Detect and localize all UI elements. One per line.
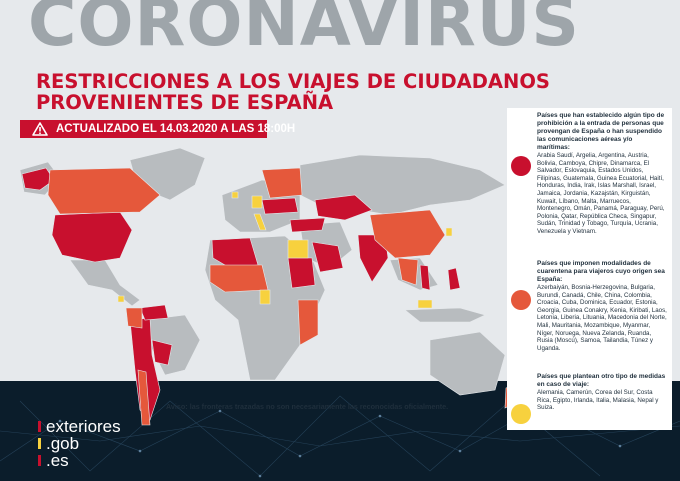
usa — [51, 211, 133, 263]
logo-line-3: .es — [46, 451, 69, 470]
thailand-myanmar — [397, 257, 419, 286]
update-banner: ACTUALIZADO EL 14.03.2020 A LAS 18:00H — [20, 120, 295, 138]
legend-other: Países que plantean otro tipo de medidas… — [537, 373, 667, 412]
warning-icon — [32, 122, 48, 136]
andes-south-america — [129, 317, 161, 421]
world-map — [19, 147, 518, 426]
title-line-1: RESTRICCIONES A LOS VIAJES DE CIUDADANOS — [36, 70, 550, 93]
indonesia-base — [404, 307, 486, 323]
legend-banned: Países que han establecido algún tipo de… — [537, 112, 667, 236]
update-text: ACTUALIZADO EL 14.03.2020 A LAS 18:00H — [56, 123, 296, 135]
map-disclaimer: Aviso: las fronteras trazadas no son nec… — [166, 402, 449, 411]
legend-quarantine-heading: Países que imponen modalidades de cuaren… — [537, 260, 665, 283]
colombia-ecuador — [125, 307, 143, 329]
logo-bar-yellow — [38, 438, 41, 449]
ukraine-poland — [261, 197, 299, 215]
sudan — [287, 257, 316, 289]
logo-bar-red-2 — [38, 455, 41, 466]
legend-dot-banned — [511, 156, 531, 176]
legend-quarantine: Países que imponen modalidades de cuaren… — [537, 260, 667, 352]
saudi-arabia — [311, 241, 344, 273]
logo-bar-red — [38, 421, 41, 432]
chile — [137, 369, 151, 426]
australia — [429, 331, 506, 396]
turkey — [289, 217, 326, 233]
logo-line-1: exteriores — [46, 417, 121, 436]
legend-dot-other — [511, 404, 531, 424]
paraguay-bolivia — [151, 339, 173, 366]
legend-banned-heading: Países que han establecido algún tipo de… — [537, 112, 665, 151]
mozambique-east-africa — [297, 299, 319, 346]
logo-line-2: .gob — [46, 434, 80, 453]
legend-quarantine-countries: Azerbaiyán, Bosnia-Herzegovina, Bulgaria… — [537, 284, 667, 352]
cameroon — [259, 289, 271, 305]
legend-banned-countries: Arabia Saudí, Argelia, Argentina, Austri… — [537, 152, 665, 235]
vietnam — [419, 264, 431, 291]
alaska-us — [21, 167, 55, 191]
kazakhstan — [314, 194, 373, 221]
legend-dot-quarantine — [511, 290, 531, 310]
legend-panel: Países que han establecido algún tipo de… — [507, 108, 672, 430]
ireland — [231, 191, 239, 199]
malaysia — [417, 299, 433, 309]
china — [369, 209, 446, 259]
page-title: RESTRICCIONES A LOS VIAJES DE CIUDADANOS… — [36, 71, 556, 113]
background-title: CORONAVIRUS — [28, 0, 580, 61]
title-line-2: PROVENIENTES DE ESPAÑA — [36, 91, 334, 114]
canada — [47, 167, 161, 215]
costa-rica — [117, 295, 125, 303]
russia-west — [261, 167, 303, 199]
mexico-central-america — [69, 259, 141, 307]
germany — [251, 195, 263, 209]
venezuela — [139, 304, 169, 321]
philippines — [447, 267, 461, 291]
legend-other-countries: Alemania, Camerún, Corea del Sur, Costa … — [537, 389, 659, 412]
italy — [253, 213, 267, 231]
legend-other-heading: Países que plantean otro tipo de medidas… — [537, 373, 666, 388]
egypt — [287, 239, 309, 259]
mauritania-mali-niger — [209, 264, 269, 293]
south-korea — [445, 227, 453, 237]
